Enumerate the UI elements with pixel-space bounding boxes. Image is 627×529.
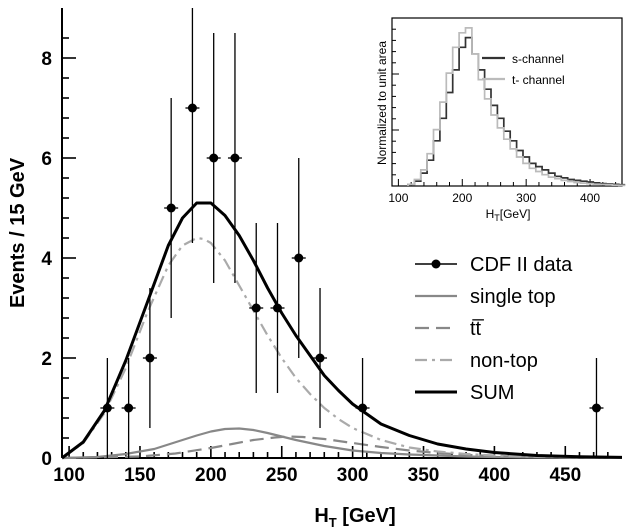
legend: CDF II data single top tt̅ non-top SUM [415,254,573,404]
x-tick-label: 450 [549,465,581,486]
x-tick-label: 150 [124,465,156,486]
inset-frame [391,17,623,187]
legend-item: non-top [415,350,538,372]
inset-legend-item: s-channel [482,52,564,66]
data-point [315,353,325,363]
legend-label: single top [470,286,556,308]
inset-series-s-channel [407,36,626,186]
x-tick-label: 200 [195,465,227,486]
data-point [272,303,282,313]
y-axis-title: Events / 15 GeV [7,157,29,308]
data-point [145,353,155,363]
legend-label: SUM [470,382,514,404]
x-tick-label: 400 [479,465,511,486]
inset-legend-label: t- channel [512,73,565,87]
inset-plot: 100 200 300 400 HT[GeV] Normalized to unit ar… [375,17,626,223]
data-point [124,403,134,413]
series-sum [61,201,623,460]
inset-x-axis-title: HT[GeV] [486,207,531,223]
legend-label: CDF II data [470,254,573,276]
inset-x-tick-label: 300 [516,191,536,205]
data-point [294,253,304,263]
inset-x-tick-label: 100 [388,191,408,205]
y-tick-label: 4 [41,249,52,270]
legend-item: single top [415,286,556,308]
legend-label: non-top [470,350,538,372]
legend-item: CDF II data [415,254,573,276]
main-plot: 100 150 200 250 300 350 400 450 0 2 4 6 8 HT [GeV] Eve… [7,8,623,529]
series-tt- [61,435,623,460]
inset-series-t-channel [407,27,626,187]
x-axis-title: HT [GeV] [314,505,395,529]
data-point [230,153,240,163]
data-point [209,153,219,163]
data-point [251,303,261,313]
x-tick-label: 100 [53,465,85,486]
x-tick-label: 300 [337,465,369,486]
inset-x-tick-label: 200 [452,191,472,205]
x-tick-label: 250 [266,465,298,486]
legend-label: tt̅ [470,318,484,340]
legend-item: SUM [415,382,514,404]
legend-item: tt̅ [415,318,484,340]
data-point [102,403,112,413]
y-tick-label: 6 [41,149,52,170]
series-non-top [61,236,623,459]
inset-legend-item: t- channel [482,73,565,87]
data-point [591,403,601,413]
series-single-top [61,427,623,460]
legend-marker [431,259,441,269]
x-tick-label: 350 [408,465,440,486]
y-tick-label: 8 [41,49,52,70]
data-point [358,403,368,413]
y-tick-label: 0 [41,449,52,470]
data-point [187,103,197,113]
inset-y-axis-title: Normalized to unit area [375,41,389,165]
y-tick-label: 2 [41,349,52,370]
inset-legend-label: s-channel [512,52,564,66]
inset-x-tick-label: 400 [580,191,600,205]
data-point [166,203,176,213]
